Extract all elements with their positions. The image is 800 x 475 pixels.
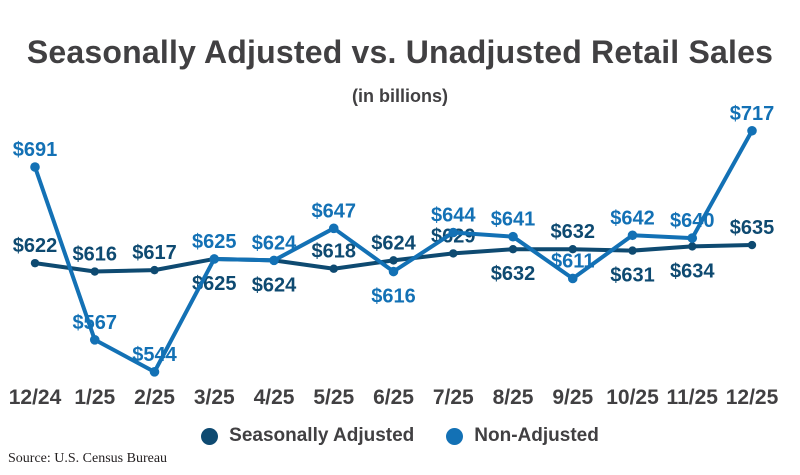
- value-label: $616: [371, 286, 416, 308]
- legend-label: Non-Adjusted: [474, 425, 599, 446]
- x-tick-label: 8/25: [493, 386, 534, 409]
- data-point: [30, 258, 40, 268]
- value-label: $544: [132, 344, 177, 366]
- value-label: $641: [491, 209, 536, 231]
- data-point: [568, 245, 577, 254]
- x-tick-label: 2/25: [134, 386, 175, 409]
- x-tick-label: 4/25: [254, 386, 295, 409]
- legend-item-non-adjusted: Non-Adjusted: [446, 425, 599, 447]
- data-point: [448, 227, 459, 238]
- data-point: [747, 125, 757, 136]
- data-point: [329, 264, 338, 273]
- retail-sales-chart: 12/24 1/25 2/25 3/25 4/25 5/25 6/25 7/25 8/25 9/2…: [9, 103, 779, 409]
- value-label: $632: [491, 263, 536, 285]
- data-point: [449, 249, 458, 258]
- value-label: $635: [730, 217, 775, 239]
- value-label: $631: [610, 265, 655, 287]
- value-label: $567: [73, 312, 118, 334]
- value-label: $617: [132, 242, 177, 264]
- value-label: $647: [312, 200, 357, 222]
- value-label: $644: [431, 204, 476, 226]
- legend-label: Seasonally Adjusted: [229, 425, 415, 446]
- value-label: $624: [252, 232, 297, 254]
- data-point: [508, 245, 518, 254]
- data-point: [269, 255, 279, 266]
- non-adjusted-legend-dot: [446, 427, 464, 445]
- legend-item-seasonally-adjusted: Seasonally Adjusted: [201, 425, 414, 447]
- value-label: $642: [610, 207, 655, 229]
- data-point: [90, 267, 99, 276]
- chart-legend: Seasonally Adjusted Non-Adjusted: [0, 425, 800, 447]
- value-label: $640: [670, 210, 715, 232]
- data-point: [30, 162, 40, 172]
- data-point: [209, 254, 220, 264]
- x-tick-label: 9/25: [552, 386, 593, 409]
- data-point: [508, 231, 518, 242]
- x-tick-label: 5/25: [313, 386, 354, 409]
- chart-subtitle: (in billions): [352, 86, 448, 106]
- x-tick-label: 11/25: [667, 386, 719, 409]
- value-label: $634: [670, 260, 715, 282]
- value-label: $616: [73, 244, 118, 266]
- value-label: $618: [312, 241, 357, 263]
- value-label: $717: [730, 103, 775, 125]
- value-label: $691: [13, 139, 58, 161]
- data-point: [388, 266, 399, 277]
- x-tick-label: 6/25: [373, 386, 414, 409]
- x-tick-label: 3/25: [194, 386, 235, 409]
- x-tick-label: 12/24: [9, 386, 62, 409]
- data-point: [627, 230, 638, 241]
- data-point: [747, 240, 757, 250]
- data-point: [389, 256, 398, 265]
- seasonally-adjusted-legend-dot: [201, 427, 219, 445]
- value-label: $632: [551, 221, 596, 243]
- value-label: $624: [371, 232, 416, 254]
- data-point: [150, 265, 159, 275]
- data-point: [567, 273, 578, 284]
- data-point: [89, 334, 100, 345]
- value-label: $625: [192, 231, 237, 253]
- value-label: $624: [252, 274, 297, 296]
- x-tick-label: 10/25: [606, 386, 659, 409]
- data-point: [688, 242, 697, 251]
- x-tick-label: 7/25: [433, 386, 474, 409]
- data-point: [687, 233, 698, 243]
- data-point: [328, 223, 339, 234]
- data-point: [149, 367, 160, 377]
- data-point: [628, 246, 637, 255]
- x-tick-label: 12/25: [726, 386, 779, 409]
- chart-title: Seasonally Adjusted vs. Unadjusted Retai…: [26, 34, 774, 70]
- source-note: Source: U.S. Census Bureau: [8, 451, 168, 466]
- x-tick-label: 1/25: [74, 386, 115, 409]
- value-label: $611: [551, 250, 594, 272]
- value-label: $622: [13, 235, 58, 257]
